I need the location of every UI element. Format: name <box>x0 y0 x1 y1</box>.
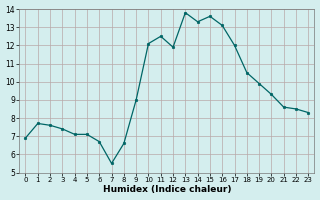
X-axis label: Humidex (Indice chaleur): Humidex (Indice chaleur) <box>103 185 231 194</box>
